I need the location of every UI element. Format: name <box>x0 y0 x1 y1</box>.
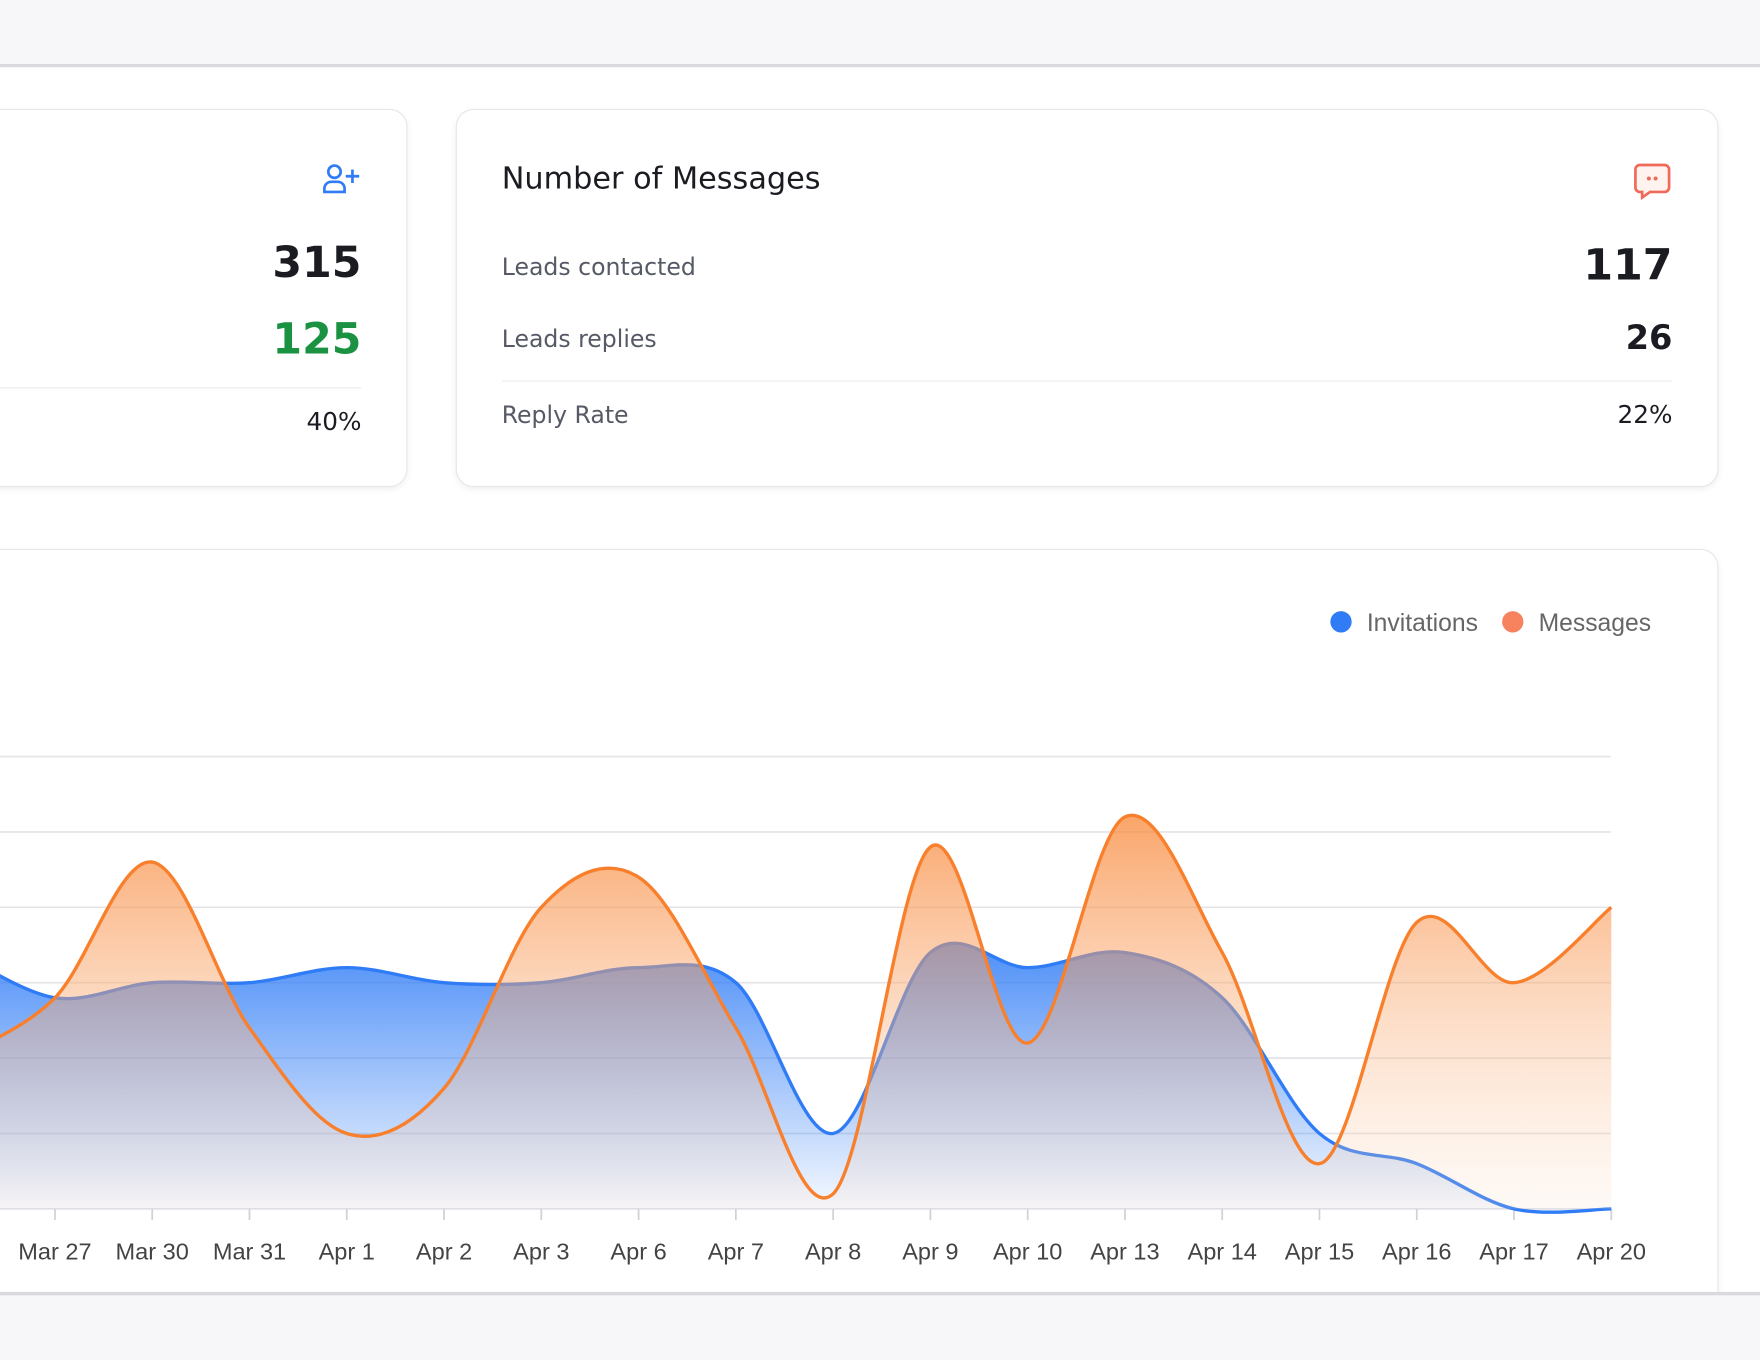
x-tick-label: Apr 9 <box>902 1238 958 1264</box>
row-value: 117 <box>1583 240 1673 290</box>
x-tick-label: Apr 6 <box>610 1238 666 1264</box>
x-tick-label: Mar 27 <box>18 1238 91 1264</box>
separator <box>501 380 1673 382</box>
x-tick-label: Apr 2 <box>416 1238 472 1264</box>
row-label: Leads replies <box>501 325 657 353</box>
x-tick-label: Apr 3 <box>513 1238 569 1264</box>
row-value: 22% <box>1617 401 1673 430</box>
legend-label: Messages <box>1539 610 1652 637</box>
row-value: 26 <box>1625 318 1673 359</box>
message-icon <box>1634 163 1671 200</box>
messages-card: Number of Messages Leads contacted 117 L… <box>455 108 1719 488</box>
rate-value: 40% <box>306 408 362 437</box>
x-tick-label: Apr 7 <box>708 1238 764 1264</box>
series-line <box>0 813 1613 1200</box>
x-tick-label: Apr 8 <box>805 1238 861 1264</box>
card-title: Number of Messages <box>501 161 821 197</box>
stat-value: 125 <box>272 314 362 364</box>
series-area <box>0 815 1612 1209</box>
x-tick-label: Mar 31 <box>213 1238 286 1264</box>
top-bar <box>0 0 1760 68</box>
series-line <box>0 941 1612 1214</box>
x-tick-label: Apr 14 <box>1187 1238 1256 1264</box>
chart: Mar 27 Mar 30 Mar 31 Apr 1 Apr 2 Apr 3 Apr 6 Ap… <box>0 610 1652 1264</box>
chart-card: Mar 27 Mar 30 Mar 31 Apr 1 Apr 2 Apr 3 Apr 6 Ap… <box>0 548 1719 1335</box>
row-label: Leads contacted <box>501 253 696 281</box>
x-tick-label: Mar 30 <box>116 1238 189 1264</box>
x-tick-label: Apr 20 <box>1577 1238 1646 1264</box>
x-tick-label: Apr 15 <box>1285 1238 1354 1264</box>
legend-label: Invitations <box>1367 610 1478 637</box>
invitations-card: 315 125 40% <box>0 108 408 488</box>
x-tick-label: Apr 13 <box>1090 1238 1159 1264</box>
x-tick-label: Apr 1 <box>319 1238 375 1264</box>
x-tick-label: Apr 16 <box>1382 1238 1451 1264</box>
user-plus-icon <box>323 164 360 194</box>
x-tick-label: Apr 10 <box>993 1238 1062 1264</box>
row-label: Reply Rate <box>501 401 629 429</box>
bottom-bar <box>0 1291 1760 1360</box>
stat-value: 315 <box>272 237 362 288</box>
legend-dot <box>1330 611 1352 633</box>
separator <box>0 387 362 389</box>
legend-dot <box>1502 611 1524 633</box>
x-tick-label: Apr 17 <box>1479 1238 1548 1264</box>
